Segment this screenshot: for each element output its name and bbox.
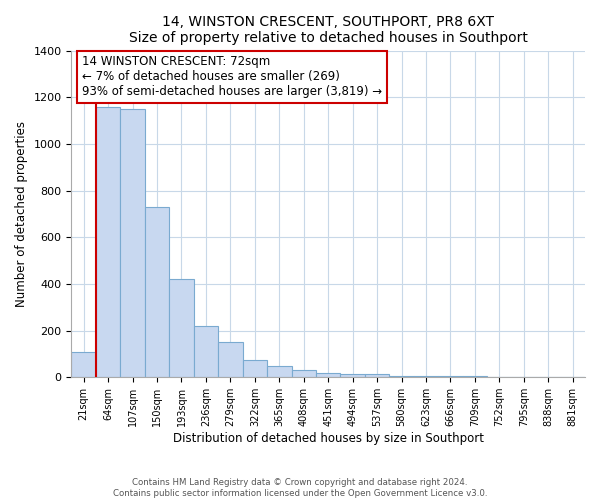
- Bar: [242, 360, 267, 377]
- Bar: [96, 106, 121, 377]
- Bar: [414, 376, 438, 377]
- Bar: [340, 374, 365, 377]
- Text: Contains HM Land Registry data © Crown copyright and database right 2024.
Contai: Contains HM Land Registry data © Crown c…: [113, 478, 487, 498]
- Text: 14 WINSTON CRESCENT: 72sqm
← 7% of detached houses are smaller (269)
93% of semi: 14 WINSTON CRESCENT: 72sqm ← 7% of detac…: [82, 56, 382, 98]
- Bar: [169, 279, 194, 377]
- Bar: [145, 207, 169, 377]
- Bar: [121, 109, 145, 377]
- X-axis label: Distribution of detached houses by size in Southport: Distribution of detached houses by size …: [173, 432, 484, 445]
- Bar: [389, 376, 414, 377]
- Y-axis label: Number of detached properties: Number of detached properties: [15, 121, 28, 307]
- Bar: [438, 376, 463, 377]
- Bar: [194, 326, 218, 377]
- Bar: [463, 376, 487, 377]
- Bar: [316, 372, 340, 377]
- Bar: [71, 352, 96, 377]
- Title: 14, WINSTON CRESCENT, SOUTHPORT, PR8 6XT
Size of property relative to detached h: 14, WINSTON CRESCENT, SOUTHPORT, PR8 6XT…: [129, 15, 527, 45]
- Bar: [292, 370, 316, 377]
- Bar: [218, 342, 242, 377]
- Bar: [267, 366, 292, 377]
- Bar: [365, 374, 389, 377]
